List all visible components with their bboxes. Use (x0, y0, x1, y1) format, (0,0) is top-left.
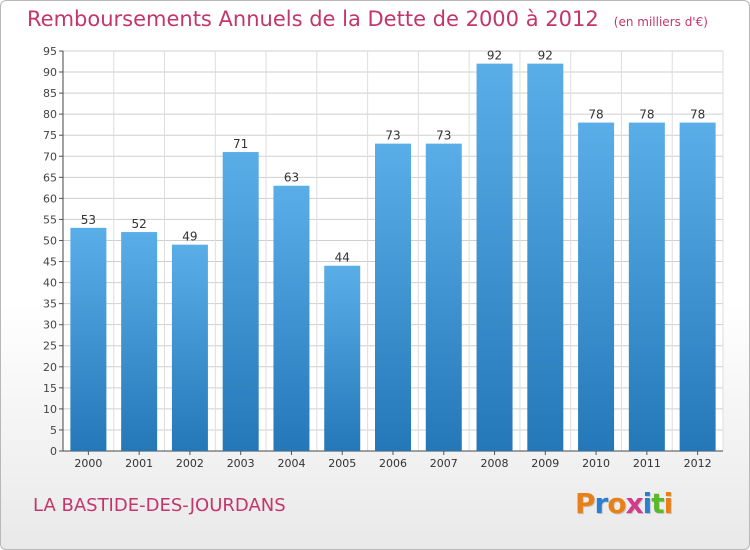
x-tick-label: 2012 (684, 457, 712, 470)
x-tick-label: 2005 (328, 457, 356, 470)
proxiti-logo: Proxiti (575, 487, 674, 520)
data-label: 78 (639, 108, 654, 122)
x-tick-label: 2008 (481, 457, 509, 470)
data-label: 52 (132, 217, 147, 231)
chart-unit: (en milliers d'€) (613, 15, 708, 29)
commune-name: LA BASTIDE-DES-JOURDANS (33, 495, 286, 516)
data-label: 71 (233, 137, 248, 151)
data-label: 92 (538, 49, 553, 63)
bar (171, 244, 208, 451)
logo-letter: t (651, 487, 664, 520)
x-tick-label: 2003 (227, 457, 255, 470)
y-tick-label: 5 (50, 424, 57, 437)
data-label: 73 (385, 129, 400, 143)
data-label: 78 (690, 108, 705, 122)
x-tick-label: 2000 (74, 457, 102, 470)
y-tick-label: 15 (43, 382, 57, 395)
bar (222, 152, 259, 452)
x-tick-label: 2002 (176, 457, 204, 470)
bar (476, 63, 513, 451)
bar (578, 122, 615, 451)
y-tick-label: 0 (50, 445, 57, 458)
data-label: 44 (335, 251, 350, 265)
bar (425, 143, 462, 451)
y-tick-label: 80 (43, 108, 57, 121)
y-tick-label: 65 (43, 171, 57, 184)
logo-letter: i (642, 487, 653, 520)
y-tick-label: 60 (43, 192, 57, 205)
y-tick-label: 35 (43, 298, 57, 311)
logo-letter: P (575, 487, 596, 520)
y-tick-label: 95 (43, 45, 57, 58)
data-label: 92 (487, 49, 502, 63)
logo-letter: x (625, 487, 644, 520)
data-label: 53 (81, 213, 96, 227)
x-tick-label: 2001 (125, 457, 153, 470)
y-tick-label: 90 (43, 66, 57, 79)
bars (70, 63, 716, 452)
title-row: Remboursements Annuels de la Dette de 20… (27, 7, 708, 31)
y-tick-label: 10 (43, 403, 57, 416)
bar (527, 63, 564, 451)
y-tick-label: 55 (43, 213, 57, 226)
logo-letter: r (594, 487, 609, 520)
chart-title: Remboursements Annuels de la Dette de 20… (27, 7, 599, 31)
y-tick-label: 20 (43, 361, 57, 374)
y-tick-label: 40 (43, 277, 57, 290)
y-tick-label: 85 (43, 87, 57, 100)
bar (121, 232, 158, 451)
x-tick-label: 2011 (633, 457, 661, 470)
y-tick-label: 50 (43, 234, 57, 247)
y-tick-label: 30 (43, 319, 57, 332)
bar (679, 122, 716, 451)
y-tick-label: 70 (43, 150, 57, 163)
bar (628, 122, 665, 451)
x-tick-label: 2010 (582, 457, 610, 470)
logo-letter: o (607, 487, 626, 520)
x-tick-label: 2006 (379, 457, 407, 470)
y-tick-label: 75 (43, 129, 57, 142)
data-label: 63 (284, 171, 299, 185)
bar (273, 185, 310, 451)
y-tick-label: 25 (43, 340, 57, 353)
data-label: 49 (182, 230, 197, 244)
data-label: 73 (436, 129, 451, 143)
labels: 2000 53 2001 52 2002 49 2003 71 2004 63 2005 44 2006… (74, 49, 711, 470)
bar (324, 265, 361, 451)
x-tick-label: 2009 (531, 457, 559, 470)
x-tick-label: 2004 (277, 457, 305, 470)
x-tick-label: 2007 (430, 457, 458, 470)
logo-letter: i (663, 487, 674, 520)
y-tick-label: 45 (43, 256, 57, 269)
data-label: 78 (588, 108, 603, 122)
bar (70, 227, 107, 451)
bar (375, 143, 411, 451)
